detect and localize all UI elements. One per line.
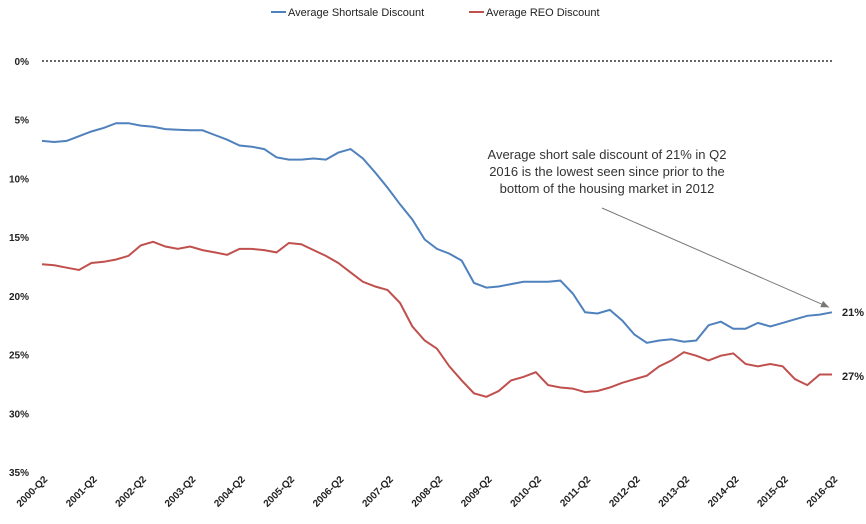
x-tick-label: 2007-Q2	[360, 474, 396, 510]
y-tick-label: 20%	[9, 292, 29, 303]
y-tick-label: 10%	[9, 174, 29, 185]
x-tick-label: 2001-Q2	[64, 474, 100, 510]
annotation: Average short sale discount of 21% in Q2…	[488, 147, 830, 308]
x-tick-label: 2004-Q2	[212, 474, 248, 510]
y-tick-label: 30%	[9, 409, 29, 420]
x-tick-label: 2005-Q2	[262, 474, 298, 510]
x-tick-label: 2014-Q2	[706, 474, 742, 510]
series-line-reo	[41, 240, 832, 398]
annotation-line-2: 2016 is the lowest seen since prior to t…	[489, 164, 725, 179]
x-tick-label: 2015-Q2	[755, 474, 791, 510]
annotation-arrowhead	[820, 300, 829, 308]
y-axis-ticks: 0% 5% 10% 15% 20% 25% 30% 35%	[9, 57, 29, 479]
legend-label-shortsale: Average Shortsale Discount	[288, 7, 424, 19]
legend: Average Shortsale Discount Average REO D…	[271, 7, 600, 19]
x-tick-label: 2012-Q2	[607, 474, 643, 510]
y-tick-label: 35%	[9, 468, 29, 479]
x-tick-label: 2000-Q2	[15, 474, 51, 510]
y-tick-label: 5%	[15, 116, 30, 127]
annotation-line-3: bottom of the housing market in 2012	[500, 181, 715, 196]
x-tick-label: 2011-Q2	[558, 474, 593, 509]
x-tick-label: 2002-Q2	[114, 474, 150, 510]
end-label-shortsale: 21%	[842, 307, 864, 319]
x-tick-label: 2006-Q2	[311, 474, 347, 510]
end-label-reo: 27%	[842, 371, 864, 383]
x-tick-label: 2003-Q2	[163, 474, 199, 510]
x-tick-label: 2008-Q2	[410, 474, 446, 510]
y-tick-label: 25%	[9, 351, 29, 362]
y-tick-label: 15%	[9, 233, 29, 244]
x-tick-label: 2016-Q2	[805, 474, 841, 510]
x-axis-ticks: 2000-Q2 2001-Q2 2002-Q2 2003-Q2 2004-Q2 2005-…	[15, 474, 841, 510]
annotation-line-1: Average short sale discount of 21% in Q2	[488, 147, 727, 162]
x-tick-label: 2013-Q2	[657, 474, 693, 510]
x-tick-label: 2010-Q2	[509, 474, 545, 510]
series-line-shortsale	[41, 122, 833, 344]
annotation-arrow	[601, 207, 830, 308]
y-tick-label: 0%	[15, 57, 30, 68]
legend-label-reo: Average REO Discount	[486, 7, 600, 19]
x-tick-label: 2009-Q2	[459, 474, 495, 510]
